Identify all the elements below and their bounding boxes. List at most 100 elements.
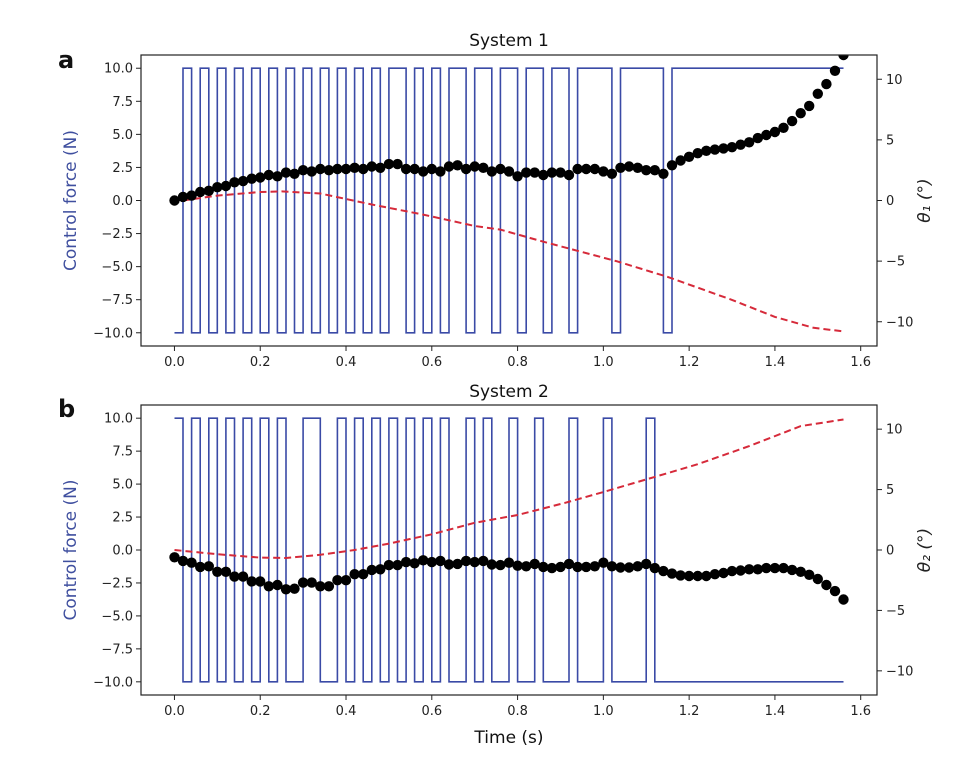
y-right-tick-label: −5 [886, 255, 905, 270]
theta-point [340, 575, 352, 586]
theta-point [701, 570, 712, 582]
theta-point [443, 559, 455, 570]
theta-point [769, 126, 781, 138]
theta-point [177, 555, 189, 567]
theta-point [752, 132, 763, 144]
theta-point [649, 165, 660, 176]
x-tick-label: 1.0 [593, 355, 614, 370]
theta-point [572, 561, 583, 573]
theta-point [563, 169, 575, 181]
theta-point [572, 163, 583, 175]
theta-point [641, 558, 652, 570]
theta-point [632, 561, 643, 572]
theta-point [555, 167, 566, 178]
theta-point [598, 166, 609, 177]
theta-point [486, 559, 497, 570]
theta-point [280, 167, 292, 178]
theta-point [195, 186, 206, 198]
x-tick-label: 1.6 [850, 355, 871, 370]
theta-point [306, 577, 317, 588]
y-right-tick-label: 0 [886, 544, 894, 559]
theta-point [761, 562, 772, 574]
theta-point [632, 162, 643, 173]
y-left-tick-label: −5.0 [101, 609, 133, 624]
theta-point [521, 167, 532, 178]
theta-point [366, 161, 377, 172]
y-left-tick-label: 2.5 [112, 161, 133, 176]
theta-point [349, 569, 360, 580]
theta-point [220, 566, 232, 577]
y-right-tick-label: 5 [886, 483, 894, 498]
theta-point [469, 161, 480, 172]
theta-point [683, 151, 695, 162]
theta-point [641, 165, 652, 176]
theta-point [340, 163, 352, 175]
panel-label: a [58, 46, 74, 74]
theta-point [589, 561, 600, 572]
theta-point [358, 569, 369, 580]
theta-point [332, 575, 343, 586]
chart-title: System 2 [469, 382, 549, 402]
theta-point [649, 562, 660, 574]
theta-point [692, 148, 703, 159]
x-tick-label: 1.0 [593, 704, 614, 719]
theta-point [426, 163, 437, 175]
panel-b: 0.0 0.2 0.4 0.6 0.8 1.0 1.2 1.4 1.6 10.0 7.5 5.0 2.5… [58, 382, 935, 748]
theta-point [332, 163, 343, 175]
theta-point [581, 163, 592, 175]
theta-point [786, 115, 798, 127]
theta-point [246, 173, 257, 184]
theta-point [272, 171, 283, 182]
theta-point [598, 557, 609, 568]
x-tick-label: 0.4 [336, 355, 357, 370]
theta-point [306, 166, 317, 177]
theta-point [418, 166, 429, 177]
y-left-tick-label: −7.5 [101, 642, 133, 657]
theta-point [623, 161, 635, 172]
theta-point [795, 566, 806, 577]
x-tick-label: 1.4 [765, 704, 786, 719]
theta-point [735, 139, 746, 150]
theta-point [486, 166, 497, 177]
theta-point [443, 161, 455, 172]
theta-point [392, 158, 403, 170]
theta-point [289, 583, 300, 594]
theta-point [220, 180, 232, 192]
theta-point [546, 167, 558, 178]
x-tick-label: 1.2 [679, 704, 700, 719]
x-tick-label: 0.2 [250, 704, 271, 719]
theta-point [718, 143, 729, 154]
theta-point [778, 122, 789, 133]
theta-point [709, 144, 721, 155]
theta-point [615, 162, 626, 173]
y-right-tick-label: −5 [886, 604, 905, 619]
theta-point [589, 163, 600, 175]
theta-point [297, 165, 309, 176]
theta-point [426, 556, 437, 568]
y-right-tick-label: 0 [886, 194, 894, 209]
y-left-tick-label: −10.0 [93, 326, 133, 341]
theta-point [804, 569, 815, 580]
theta-point [478, 555, 489, 567]
x-axis-label: Time (s) [473, 728, 543, 748]
theta-point [838, 55, 849, 61]
theta-point [829, 585, 841, 597]
theta-point [812, 88, 823, 100]
dashed-line [182, 190, 844, 333]
theta-point [203, 561, 214, 572]
theta-point [315, 163, 326, 175]
theta-point [297, 577, 309, 588]
theta-point [769, 562, 781, 574]
theta-point [529, 558, 540, 570]
theta-point [503, 557, 515, 568]
control-force-line [174, 417, 844, 683]
x-tick-label: 0.8 [507, 355, 528, 370]
theta-point [555, 561, 566, 573]
theta-point [452, 558, 463, 570]
theta-point [726, 565, 738, 577]
theta-point [495, 163, 506, 175]
y-left-tick-label: 10.0 [104, 62, 133, 77]
theta-point [212, 182, 223, 193]
theta-point [529, 167, 540, 178]
theta-point [435, 555, 446, 567]
